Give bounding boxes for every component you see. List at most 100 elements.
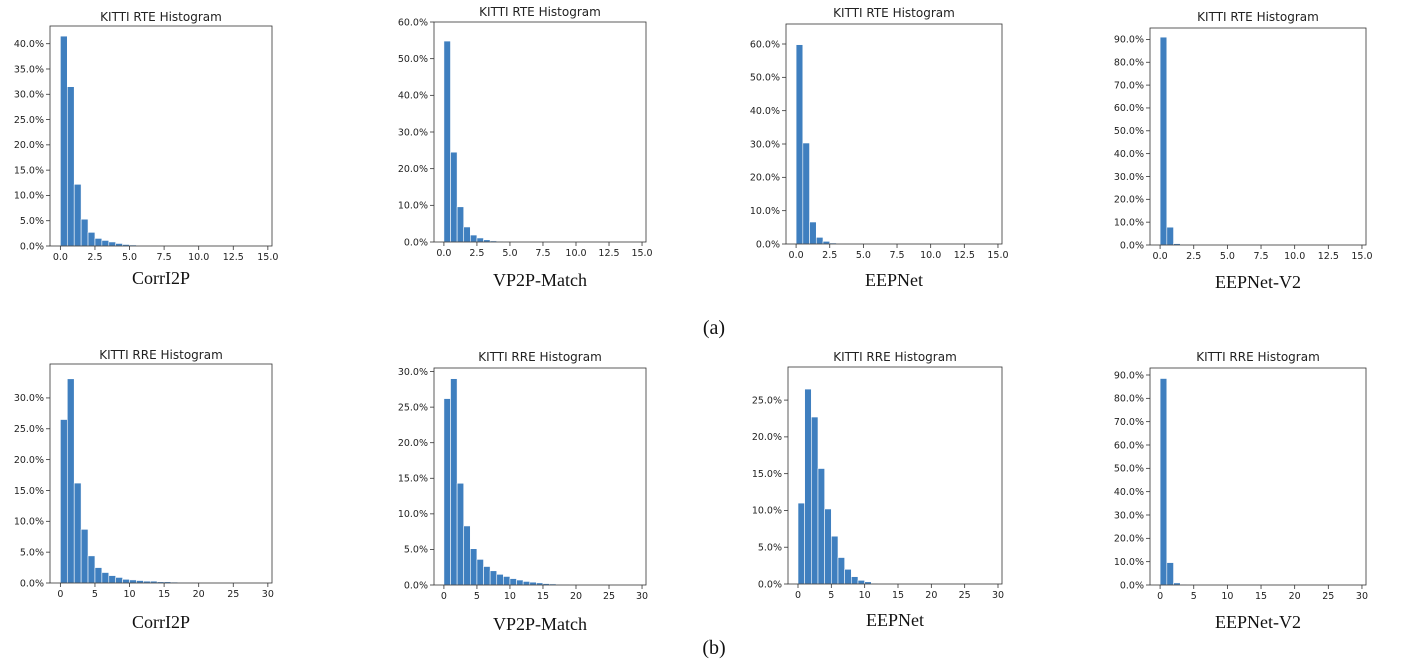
y-tick-label: 90.0% bbox=[1114, 370, 1144, 381]
histogram-bar bbox=[489, 570, 498, 586]
panel-title: KITTI RRE Histogram bbox=[478, 350, 602, 364]
histogram-bar bbox=[73, 183, 82, 247]
y-tick-label: 20.0% bbox=[752, 432, 782, 443]
histogram-bar bbox=[1159, 36, 1168, 246]
panel-title: KITTI RTE Histogram bbox=[100, 10, 222, 24]
panel-title: KITTI RTE Histogram bbox=[1197, 10, 1319, 24]
histogram-bar bbox=[483, 566, 491, 586]
y-tick-label: 15.0% bbox=[398, 474, 428, 485]
x-tick-label: 7.5 bbox=[157, 252, 172, 263]
y-tick-label: 25.0% bbox=[14, 115, 44, 126]
y-tick-label: 15.0% bbox=[14, 165, 44, 176]
x-tick-label: 5.0 bbox=[122, 252, 137, 263]
y-tick-label: 25.0% bbox=[398, 402, 428, 413]
x-tick-label: 15.0 bbox=[631, 248, 652, 259]
x-tick-label: 7.5 bbox=[1253, 251, 1268, 262]
panel-title: KITTI RRE Histogram bbox=[99, 348, 223, 362]
y-tick-label: 10.0% bbox=[1114, 217, 1144, 228]
y-tick-label: 20.0% bbox=[14, 140, 44, 151]
x-tick-label: 25 bbox=[959, 590, 971, 601]
y-tick-label: 40.0% bbox=[750, 106, 780, 117]
histogram-bar bbox=[108, 575, 117, 584]
x-tick-label: 5 bbox=[474, 591, 480, 602]
histogram-bar bbox=[456, 482, 465, 586]
y-tick-label: 0.0% bbox=[20, 578, 44, 589]
histogram-panels: KITTI RTE Histogram 0.0 2.5 5.0 7.5 10.0 12.5 1… bbox=[14, 5, 1373, 634]
y-tick-label: 30.0% bbox=[1114, 172, 1144, 183]
x-tick-label: 30 bbox=[992, 590, 1004, 601]
histogram-bar bbox=[795, 44, 804, 245]
y-tick-label: 50.0% bbox=[398, 54, 428, 65]
x-tick-label: 7.5 bbox=[535, 248, 550, 259]
x-tick-label: 5 bbox=[1191, 591, 1197, 602]
y-tick-label: 0.0% bbox=[404, 580, 428, 591]
x-tick-label: 15 bbox=[892, 590, 904, 601]
x-tick-label: 2.5 bbox=[822, 250, 837, 261]
x-tick-label: 20 bbox=[925, 590, 937, 601]
method-label: EEPNet bbox=[865, 270, 923, 290]
plot-frame bbox=[49, 25, 273, 247]
y-tick-label: 40.0% bbox=[14, 39, 44, 50]
y-tick-label: 10.0% bbox=[398, 509, 428, 520]
plot-frame bbox=[787, 366, 1003, 585]
x-tick-label: 15 bbox=[537, 591, 549, 602]
histogram-bar bbox=[837, 557, 845, 585]
x-tick-label: 5.0 bbox=[1220, 251, 1235, 262]
y-tick-label: 0.0% bbox=[20, 241, 44, 252]
histogram-bar bbox=[87, 232, 96, 247]
histogram-bar bbox=[122, 578, 130, 584]
histogram-bar bbox=[450, 151, 458, 243]
x-tick-label: 30 bbox=[1356, 591, 1368, 602]
x-tick-label: 10.0 bbox=[920, 250, 941, 261]
histogram-bar bbox=[456, 206, 465, 243]
y-tick-label: 20.0% bbox=[398, 438, 428, 449]
x-tick-label: 25 bbox=[603, 591, 615, 602]
x-tick-label: 10 bbox=[123, 589, 135, 600]
y-tick-label: 80.0% bbox=[1114, 58, 1144, 69]
x-tick-label: 7.5 bbox=[889, 250, 904, 261]
y-tick-label: 25.0% bbox=[752, 395, 782, 406]
y-tick-label: 35.0% bbox=[14, 64, 44, 75]
y-tick-label: 20.0% bbox=[14, 455, 44, 466]
y-tick-label: 80.0% bbox=[1114, 394, 1144, 405]
x-tick-label: 15.0 bbox=[257, 252, 278, 263]
histogram-panel-4: KITTI RTE Histogram 0.0 2.5 5.0 7.5 10.0 12.5 1… bbox=[1114, 10, 1373, 292]
y-tick-label: 60.0% bbox=[1114, 440, 1144, 451]
y-tick-label: 20.0% bbox=[750, 173, 780, 184]
plot-frame bbox=[1149, 367, 1367, 586]
y-tick-label: 30.0% bbox=[750, 139, 780, 150]
x-tick-label: 5.0 bbox=[502, 248, 517, 259]
x-tick-label: 12.5 bbox=[1318, 251, 1339, 262]
x-tick-label: 0 bbox=[1157, 591, 1163, 602]
histogram-bar bbox=[450, 378, 458, 586]
y-tick-label: 60.0% bbox=[1114, 103, 1144, 114]
plot-frame bbox=[49, 363, 273, 584]
y-tick-label: 0.0% bbox=[1120, 240, 1144, 251]
y-tick-label: 15.0% bbox=[752, 469, 782, 480]
y-tick-label: 5.0% bbox=[20, 547, 44, 558]
y-tick-label: 70.0% bbox=[1114, 417, 1144, 428]
histogram-bar bbox=[463, 226, 471, 243]
y-tick-label: 5.0% bbox=[20, 216, 44, 227]
histogram-bar bbox=[463, 525, 471, 586]
y-tick-label: 60.0% bbox=[398, 17, 428, 28]
histogram-bar bbox=[857, 580, 865, 585]
plot-frame bbox=[785, 23, 1003, 245]
x-tick-label: 5.0 bbox=[856, 250, 871, 261]
histogram-bar bbox=[115, 577, 123, 584]
y-tick-label: 15.0% bbox=[14, 486, 44, 497]
x-tick-label: 0 bbox=[795, 590, 801, 601]
x-tick-label: 5 bbox=[828, 590, 834, 601]
y-tick-label: 60.0% bbox=[750, 39, 780, 50]
x-tick-label: 0.0 bbox=[436, 248, 451, 259]
x-tick-label: 12.5 bbox=[954, 250, 975, 261]
histogram-panel-1: KITTI RTE Histogram 0.0 2.5 5.0 7.5 10.0 12.5 1… bbox=[14, 10, 279, 288]
x-tick-label: 10 bbox=[1221, 591, 1233, 602]
x-tick-label: 30 bbox=[636, 591, 648, 602]
y-tick-label: 5.0% bbox=[404, 545, 428, 556]
histogram-bar bbox=[476, 559, 484, 586]
histogram-bar bbox=[101, 240, 110, 247]
histogram-panel-7: KITTI RRE Histogram 0 5 10 15 20 25 30 0.0% 5.0% 1… bbox=[752, 350, 1004, 630]
histogram-bar bbox=[804, 388, 812, 585]
method-label: EEPNet bbox=[866, 610, 924, 630]
